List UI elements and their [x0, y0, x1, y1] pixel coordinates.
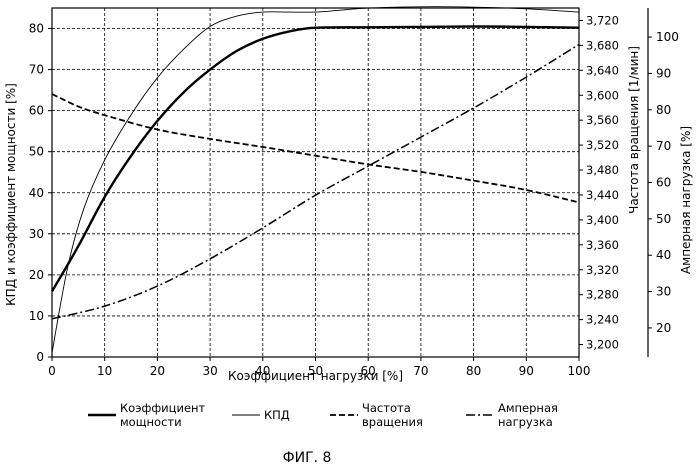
legend-label-2: КПД — [264, 408, 290, 422]
series-line-4 — [51, 43, 580, 320]
legend-label-1: Коэффициент — [120, 401, 206, 415]
right2-tick-label: 30 — [656, 285, 671, 299]
legend-label-3: Частота — [362, 401, 411, 415]
left-tick-label: 60 — [29, 104, 44, 118]
x-tick-label: 10 — [97, 364, 112, 378]
right2-tick-label: 80 — [656, 103, 671, 117]
x-tick-label: 70 — [413, 364, 428, 378]
legend-label-1: мощности — [120, 415, 182, 429]
right2-tick-label: 70 — [656, 139, 671, 153]
x-tick-label: 100 — [568, 364, 591, 378]
right1-tick-label: 3,400 — [586, 213, 619, 227]
left-tick-label: 20 — [29, 268, 44, 282]
right2-tick-label: 50 — [656, 212, 671, 226]
right1-tick-label: 3,320 — [586, 263, 619, 277]
series-line-1 — [50, 25, 580, 292]
x-tick-label: 20 — [150, 364, 165, 378]
right1-tick-label: 3,240 — [586, 313, 619, 327]
left-tick-label: 70 — [29, 63, 44, 77]
left-tick-label: 10 — [29, 309, 44, 323]
series-line-3 — [51, 93, 580, 204]
x-tick-label: 90 — [519, 364, 534, 378]
x-tick-label: 40 — [255, 364, 270, 378]
legend-label-4: Амперная — [498, 401, 558, 415]
left-tick-label: 40 — [29, 186, 44, 200]
right1-tick-label: 3,200 — [586, 338, 619, 352]
left-tick-label: 0 — [36, 350, 44, 364]
right1-tick-label: 3,280 — [586, 288, 619, 302]
legend-label-3: вращения — [362, 415, 423, 429]
right1-tick-label: 3,720 — [586, 13, 619, 27]
legend-label-4: нагрузка — [498, 415, 553, 429]
right2-tick-label: 90 — [656, 66, 671, 80]
x-tick-label: 30 — [202, 364, 217, 378]
x-tick-label: 60 — [361, 364, 376, 378]
right1-axis-title: Частота вращения [1/мин] — [627, 46, 641, 214]
right1-tick-label: 3,600 — [586, 88, 619, 102]
right2-tick-label: 40 — [656, 248, 671, 262]
x-tick-label: 0 — [48, 364, 56, 378]
left-tick-label: 80 — [29, 22, 44, 36]
left-axis-title: КПД и коэффициент мощности [%] — [4, 83, 18, 306]
series-line-2 — [51, 6, 580, 353]
right2-tick-label: 100 — [656, 30, 679, 44]
left-tick-label: 50 — [29, 145, 44, 159]
right2-axis-title: Амперная нагрузка [%] — [679, 126, 693, 274]
right1-tick-label: 3,520 — [586, 138, 619, 152]
right1-tick-label: 3,680 — [586, 38, 619, 52]
x-tick-label: 80 — [466, 364, 481, 378]
right1-tick-label: 3,480 — [586, 163, 619, 177]
right1-tick-label: 3,640 — [586, 63, 619, 77]
x-axis-title: Коэффициент нагрузки [%] — [228, 369, 403, 383]
right1-tick-label: 3,360 — [586, 238, 619, 252]
right1-tick-label: 3,440 — [586, 188, 619, 202]
figure-caption: ФИГ. 8 — [283, 450, 332, 465]
right1-tick-label: 3,560 — [586, 113, 619, 127]
x-tick-label: 50 — [308, 364, 323, 378]
right2-tick-label: 20 — [656, 321, 671, 335]
right2-tick-label: 60 — [656, 176, 671, 190]
left-tick-label: 30 — [29, 227, 44, 241]
